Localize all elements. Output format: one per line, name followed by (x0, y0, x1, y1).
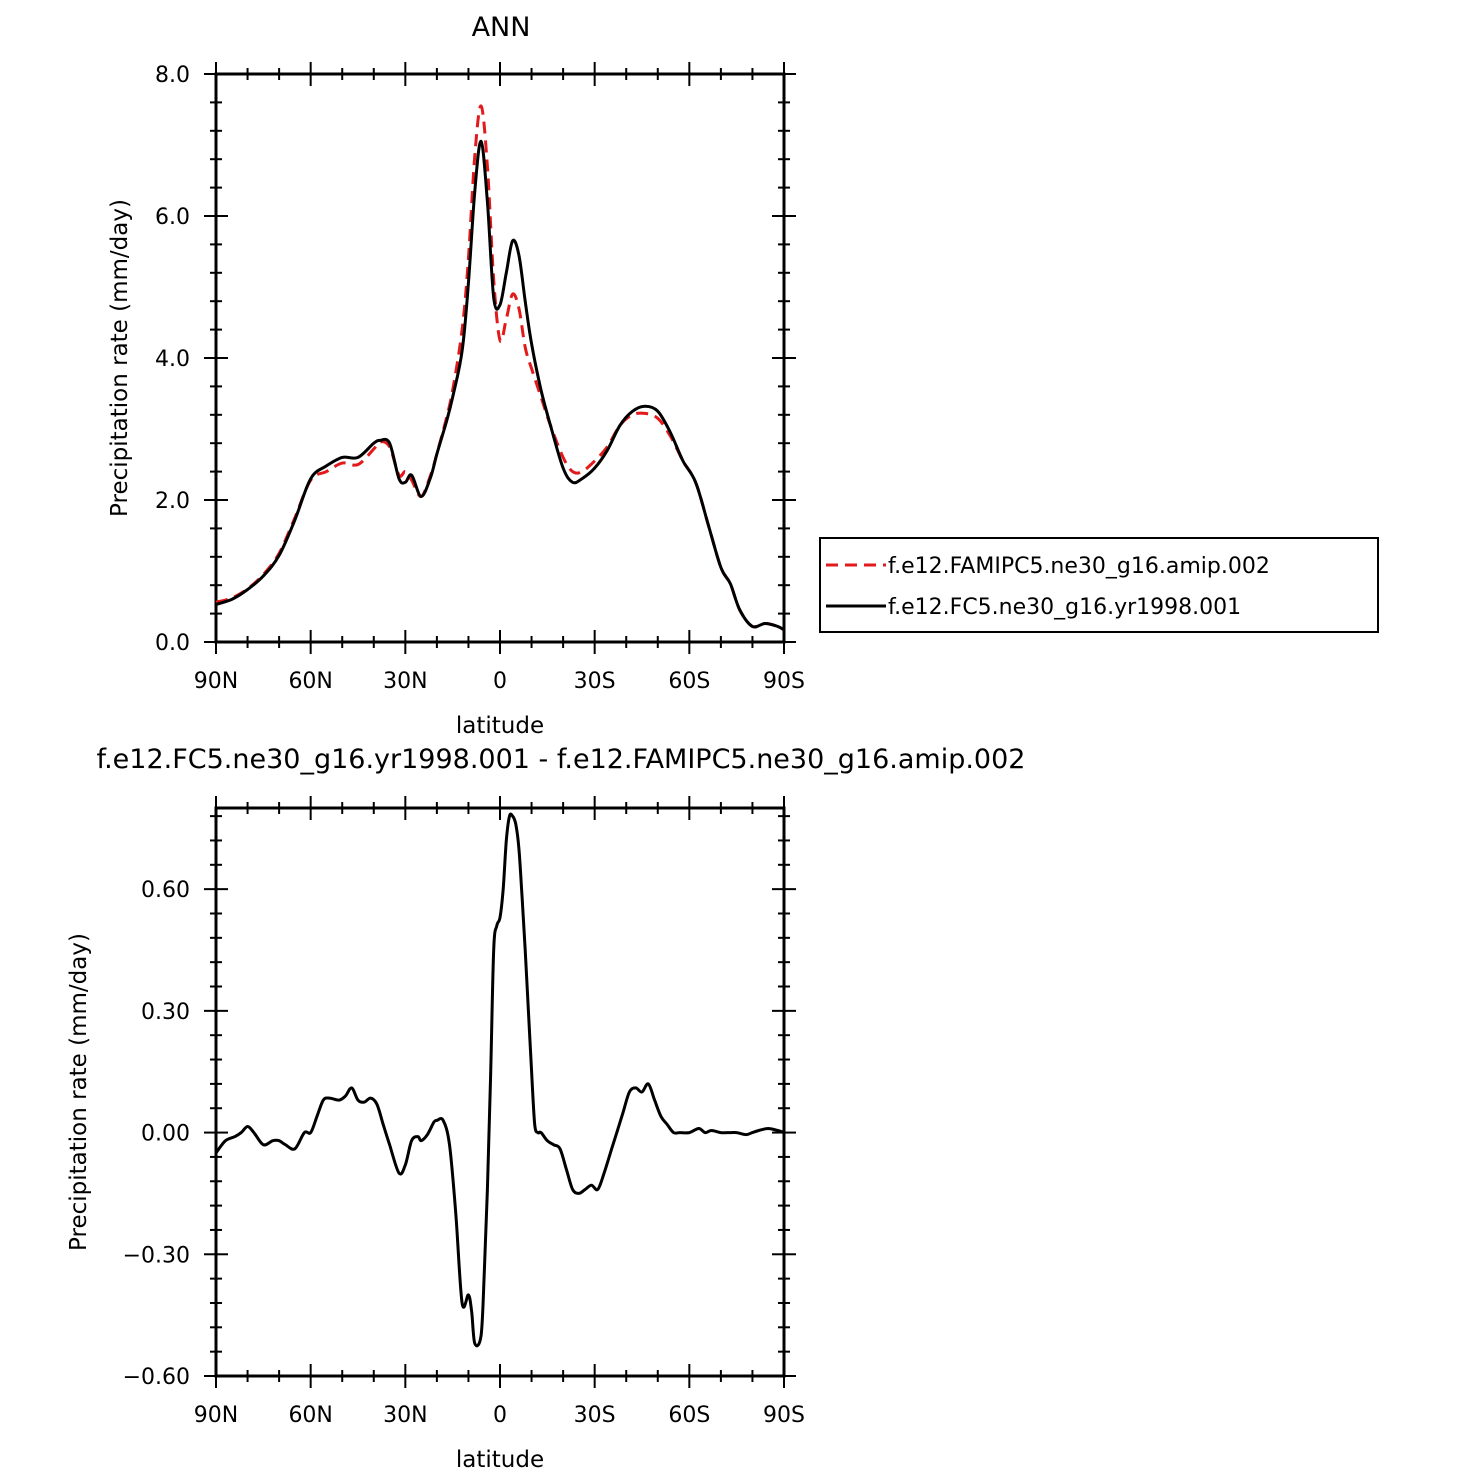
y-tick-label: −0.30 (123, 1243, 190, 1268)
bottom-panel: f.e12.FC5.ne30_g16.yr1998.001 - f.e12.FA… (66, 744, 1025, 1473)
x-tick-label: 90S (763, 1403, 805, 1428)
bottom-series-lines (214, 812, 785, 1348)
bottom-title: f.e12.FC5.ne30_g16.yr1998.001 - f.e12.FA… (97, 744, 1026, 775)
x-tick-label: 90N (194, 1403, 238, 1428)
top-ticks (204, 62, 796, 654)
y-tick-label: 0.30 (141, 1000, 190, 1025)
x-tick-label: 90N (194, 669, 238, 694)
y-tick-label: −0.60 (123, 1365, 190, 1390)
top-x-axis-label: latitude (456, 713, 544, 739)
legend: f.e12.FAMIPC5.ne30_g16.amip.002 f.e12.FC… (819, 537, 1379, 633)
top-panel: ANN 90N 60N 30N 0 30S 60S 90S 0.02.04.06.08.0 … (107, 12, 1379, 739)
x-tick-label: 30S (574, 669, 616, 694)
y-tick-label: 0.00 (141, 1122, 190, 1147)
top-series-lines (215, 104, 785, 632)
x-tick-label: 30S (574, 1403, 616, 1428)
bottom-y-axis-label: Precipitation rate (mm/day) (66, 933, 92, 1251)
bottom-x-axis-label: latitude (456, 1447, 544, 1473)
y-tick-label: 4.0 (155, 347, 190, 372)
top-x-tick-labels: 90N 60N 30N 0 30S 60S 90S (194, 669, 805, 694)
top-y-tick-labels: 0.0 2.0 4.0 6.0 8.0 (155, 63, 190, 656)
series-line-0 (214, 812, 785, 1348)
bottom-x-tick-labels: 90N 60N 30N 0 30S 60S 90S (194, 1403, 805, 1428)
x-tick-label: 30N (383, 1403, 427, 1428)
y-tick-label: 0.0 (155, 631, 190, 656)
x-tick-label: 0 (493, 1403, 507, 1428)
series-line-1 (215, 139, 785, 632)
y-tick-label: 6.0 (155, 205, 190, 230)
x-tick-label: 60S (668, 1403, 710, 1428)
x-tick-label: 60S (668, 669, 710, 694)
x-tick-label: 60N (288, 1403, 332, 1428)
top-plot-frame (214, 72, 786, 644)
x-tick-label: 60N (288, 669, 332, 694)
bottom-y-tick-labels: −0.60 −0.30 0.00 0.30 0.60 (123, 878, 190, 1390)
y-tick-label: 2.0 (155, 489, 190, 514)
x-tick-label: 30N (383, 669, 427, 694)
x-tick-label: 90S (763, 669, 805, 694)
bottom-ticks (204, 796, 796, 1388)
series-line-0 (215, 104, 785, 632)
bottom-plot-frame (214, 806, 786, 1378)
legend-box (819, 537, 1379, 633)
top-y-axis-label: Precipitation rate (mm/day) (107, 199, 133, 517)
legend-label-yr1998: f.e12.FC5.ne30_g16.yr1998.001 (888, 595, 1241, 620)
y-tick-label: 0.60 (141, 878, 190, 903)
x-tick-label: 0 (493, 669, 507, 694)
legend-label-amip: f.e12.FAMIPC5.ne30_g16.amip.002 (888, 554, 1270, 579)
y-tick-label: 8.0 (155, 63, 190, 88)
top-title: ANN (472, 12, 531, 43)
